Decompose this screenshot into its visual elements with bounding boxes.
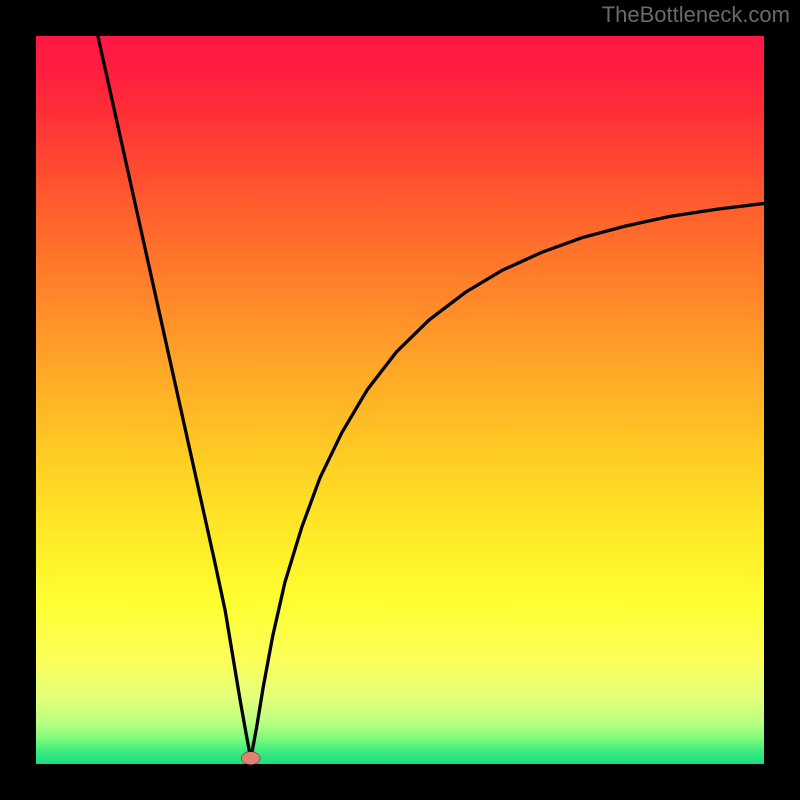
figure-container: TheBottleneck.com: [0, 0, 800, 800]
plot-background: [36, 36, 764, 764]
watermark: TheBottleneck.com: [602, 2, 790, 28]
bottleneck-chart: [0, 0, 800, 800]
minimum-marker: [241, 752, 260, 765]
